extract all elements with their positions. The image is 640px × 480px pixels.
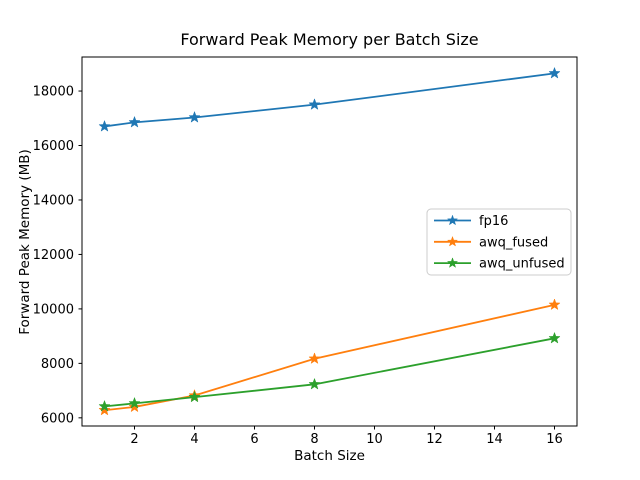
legend-box <box>426 208 572 276</box>
y-tick-label: 12000 <box>33 248 74 263</box>
y-tick-label: 6000 <box>41 411 74 426</box>
data-point-awq_unfused <box>98 399 111 412</box>
x-tick-label: 4 <box>190 432 198 447</box>
x-axis-label: Batch Size <box>294 448 365 464</box>
data-point-awq_fused <box>308 352 321 365</box>
series-line-awq_fused <box>104 303 555 412</box>
legend-entry-awq_unfused: awq_unfused <box>434 257 565 272</box>
x-tick-label: 16 <box>546 432 563 447</box>
x-tick-label: 2 <box>130 432 138 447</box>
data-point-awq_fused <box>548 298 561 311</box>
data-point-awq_fused <box>128 400 141 413</box>
legend-marker-star <box>446 235 459 247</box>
x-tick-label: 12 <box>426 432 443 447</box>
chart-title: Forward Peak Memory per Batch Size <box>180 30 479 49</box>
data-point-awq_unfused <box>548 331 561 344</box>
data-point-fp16 <box>548 66 561 79</box>
series-line-fp16 <box>104 72 555 128</box>
x-tick-label: 8 <box>310 432 318 447</box>
legend-entry-fp16: fp16 <box>434 214 508 229</box>
legend-label-awq_unfused: awq_unfused <box>479 257 565 272</box>
legend-label-fp16: fp16 <box>479 214 508 229</box>
axes-frame <box>81 56 578 427</box>
y-tick-label: 18000 <box>33 85 74 100</box>
y-tick-label: 8000 <box>41 357 74 372</box>
data-point-fp16 <box>98 119 111 132</box>
y-tick-label: 10000 <box>33 302 74 317</box>
legend: fp16 awq_fused awq_unfused <box>426 208 572 276</box>
data-point-fp16 <box>308 98 321 110</box>
data-point-fp16 <box>128 115 141 128</box>
x-tick-label: 6 <box>250 432 258 447</box>
data-point-awq_unfused <box>308 377 321 390</box>
data-point-awq_unfused <box>128 396 141 409</box>
data-point-awq_fused <box>98 403 111 416</box>
legend-marker-star <box>446 257 459 268</box>
y-tick-label: 16000 <box>33 139 74 154</box>
data-point-fp16 <box>188 110 201 123</box>
y-axis-label: Forward Peak Memory (MB) <box>17 149 33 335</box>
data-point-awq_unfused <box>188 390 201 403</box>
legend-label-awq_fused: awq_fused <box>479 235 548 250</box>
x-tick-label: 10 <box>366 432 383 447</box>
series-line-awq_unfused <box>104 337 555 408</box>
x-tick-label: 14 <box>486 432 503 447</box>
legend-marker-star <box>446 214 459 226</box>
y-tick-label: 14000 <box>33 193 74 208</box>
legend-entry-awq_fused: awq_fused <box>434 235 548 250</box>
